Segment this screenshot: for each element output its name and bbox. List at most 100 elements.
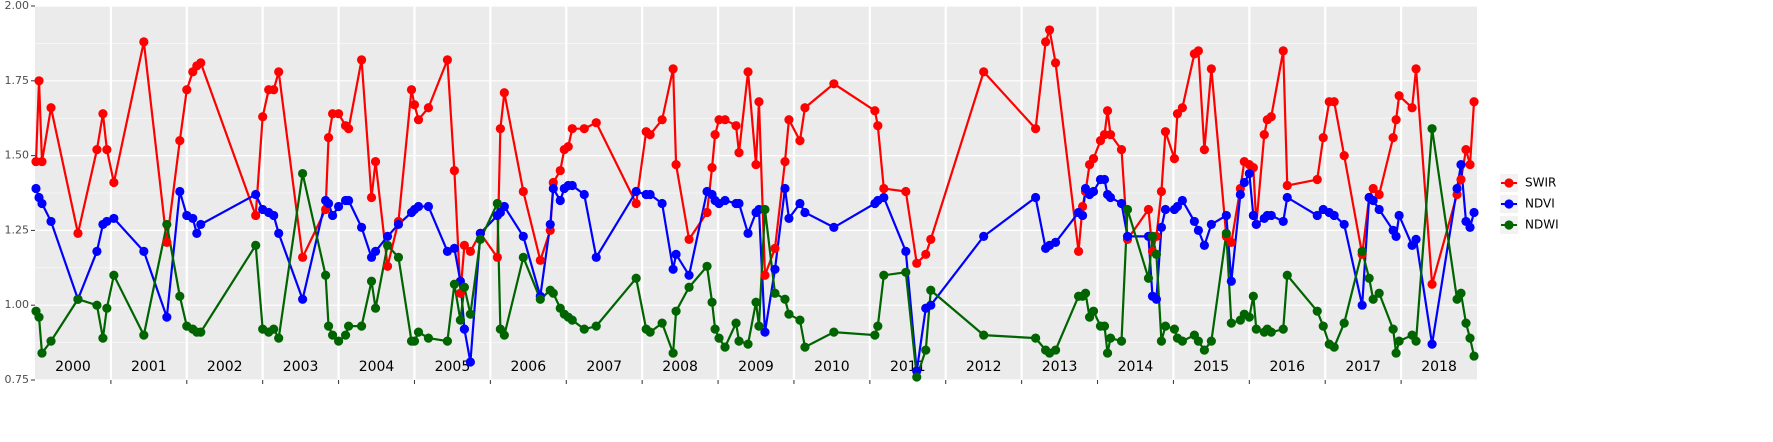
data-point [269, 210, 279, 221]
data-point [1226, 276, 1236, 286]
data-point [258, 112, 268, 122]
data-point [579, 124, 589, 134]
data-point [873, 321, 883, 331]
data-point [449, 279, 459, 289]
data-point [1427, 124, 1437, 134]
data-point [1235, 189, 1245, 200]
data-point [188, 213, 198, 224]
data-point [926, 300, 936, 310]
data-point [356, 55, 367, 65]
data-point [1282, 270, 1292, 280]
data-point [743, 67, 753, 77]
data-point [323, 133, 334, 143]
data-point [668, 348, 678, 358]
data-point [499, 88, 509, 98]
data-point [720, 342, 730, 352]
data-point [751, 297, 761, 307]
data-point [912, 258, 922, 268]
data-point [31, 183, 41, 194]
data-point [382, 240, 393, 250]
data-point [702, 207, 712, 218]
data-point [1251, 324, 1261, 334]
data-point [631, 273, 641, 283]
x-tick-label: 2012 [966, 359, 1002, 375]
data-point [921, 249, 931, 259]
data-point [1147, 231, 1158, 241]
data-point [109, 177, 119, 188]
data-point [780, 294, 790, 304]
data-point [1364, 273, 1374, 283]
y-tick-label: 1.00 [5, 298, 30, 311]
x-tick-label: 2002 [207, 359, 243, 375]
data-point [770, 243, 780, 253]
data-point [795, 315, 805, 325]
data-point [323, 198, 334, 209]
data-point [92, 145, 102, 155]
data-point [139, 37, 149, 47]
data-point [343, 124, 354, 134]
data-point [1456, 174, 1466, 185]
data-point [1105, 333, 1116, 343]
data-point [1073, 246, 1084, 256]
data-point [269, 324, 279, 334]
data-point [274, 67, 284, 77]
data-point [251, 189, 261, 200]
data-point [770, 288, 780, 298]
data-point [1122, 204, 1133, 215]
data-point [921, 345, 931, 355]
data-point [1156, 186, 1167, 197]
data-point [175, 291, 185, 301]
data-point [1099, 321, 1110, 331]
data-point [1465, 222, 1475, 233]
x-tick-label: 2015 [1194, 359, 1230, 375]
data-point [671, 249, 681, 259]
x-tick-label: 2013 [1042, 359, 1078, 375]
data-point [1456, 159, 1466, 170]
data-point [795, 136, 805, 146]
data-point [720, 195, 730, 206]
data-point [366, 192, 377, 203]
x-tick-label: 2006 [510, 359, 546, 375]
data-point [175, 136, 185, 146]
data-point [591, 118, 601, 128]
legend-swatch [1504, 199, 1514, 209]
data-point [442, 55, 453, 65]
data-point [1151, 294, 1162, 304]
data-point [356, 222, 367, 233]
x-tick-label: 2004 [359, 359, 395, 375]
data-point [1177, 103, 1187, 113]
data-point [92, 300, 102, 310]
data-point [545, 219, 555, 230]
data-point [1169, 324, 1180, 334]
data-point [1266, 112, 1276, 122]
data-point [1116, 198, 1127, 209]
data-point [333, 109, 344, 119]
data-point [393, 219, 404, 230]
data-point [1169, 153, 1180, 164]
data-point [442, 246, 453, 256]
data-point [870, 106, 880, 116]
data-point [1244, 168, 1254, 179]
data-point [98, 109, 108, 119]
data-point [1226, 237, 1236, 247]
data-point [413, 115, 424, 125]
data-point [1469, 351, 1479, 361]
data-point [1368, 294, 1378, 304]
data-point [1278, 216, 1288, 227]
data-point [668, 264, 678, 274]
x-tick-label: 2018 [1421, 359, 1457, 375]
data-point [645, 189, 655, 200]
data-point [1469, 207, 1479, 218]
data-point [1461, 145, 1471, 155]
data-point [366, 276, 377, 286]
data-point [879, 192, 889, 203]
data-point [196, 327, 206, 337]
data-point [175, 186, 185, 197]
data-point [1461, 318, 1471, 328]
data-point [327, 330, 338, 340]
data-point [1088, 306, 1099, 316]
data-point [1329, 342, 1339, 352]
data-point [423, 333, 434, 343]
data-point [449, 165, 459, 176]
data-point [567, 315, 577, 325]
